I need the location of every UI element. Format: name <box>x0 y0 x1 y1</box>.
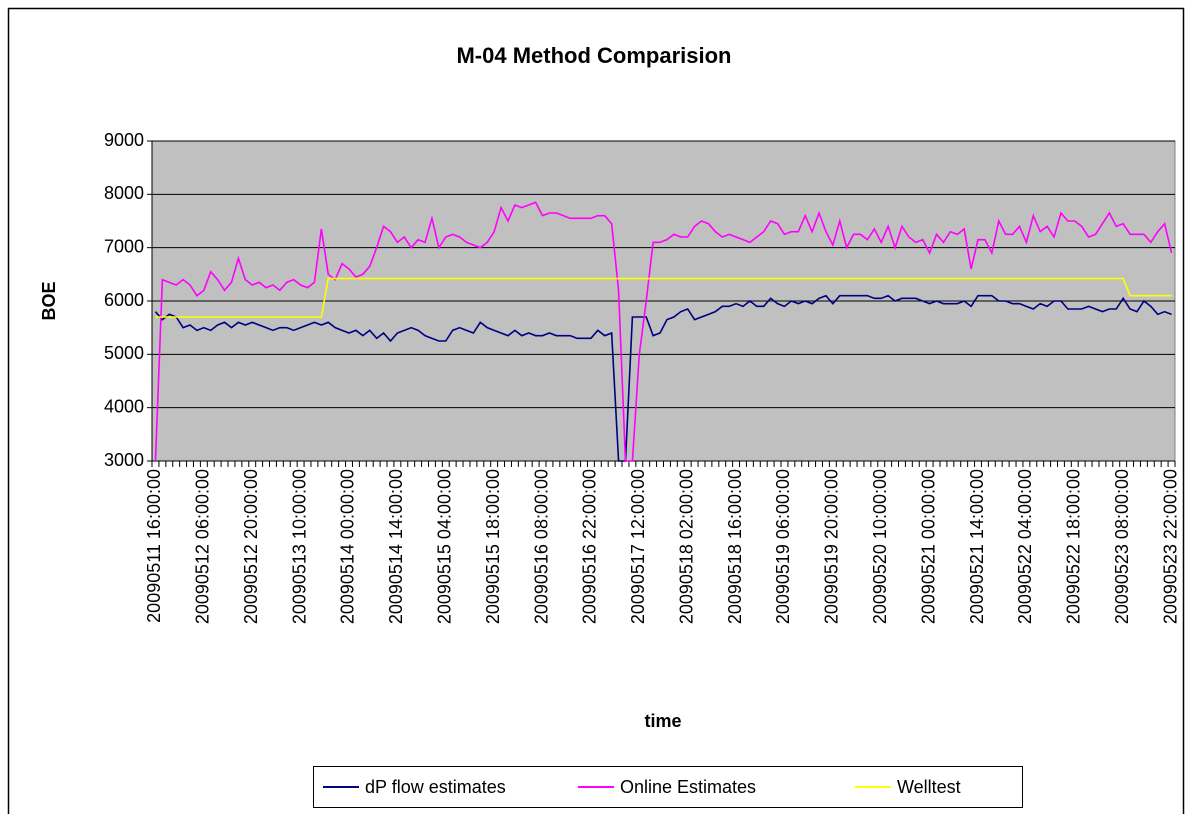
x-tick-label: 20090522 04:00:00 <box>1015 469 1035 624</box>
x-tick-label: 20090515 18:00:00 <box>483 469 503 624</box>
y-tick-label: 8000 <box>104 183 144 203</box>
x-tick-label: 20090521 14:00:00 <box>967 469 987 624</box>
x-tick-label: 20090517 12:00:00 <box>628 469 648 624</box>
x-tick-label: 20090514 00:00:00 <box>338 469 358 624</box>
legend-label: Welltest <box>897 777 961 797</box>
series-line <box>154 201 1173 462</box>
x-tick-label: 20090515 04:00:00 <box>435 469 455 624</box>
x-tick-label: 20090513 10:00:00 <box>289 469 309 624</box>
y-tick-label: 5000 <box>104 343 144 363</box>
y-tick-label: 7000 <box>104 236 144 256</box>
y-axis-label: BOE <box>39 281 59 320</box>
legend-box <box>313 766 1023 808</box>
x-tick-label: 20090511 16:00:00 <box>144 469 164 623</box>
legend-label: dP flow estimates <box>365 777 506 797</box>
x-tick-label: 20090523 08:00:00 <box>1112 469 1132 624</box>
x-tick-label: 20090522 18:00:00 <box>1064 469 1084 624</box>
series-line <box>155 277 1172 318</box>
x-tick-label: 20090512 06:00:00 <box>193 469 213 624</box>
x-tick-label: 20090519 06:00:00 <box>773 469 793 624</box>
x-axis-label: time <box>644 711 681 731</box>
x-tick-label: 20090514 14:00:00 <box>386 469 406 624</box>
x-tick-label: 20090521 00:00:00 <box>918 469 938 624</box>
x-tick-label: 20090523 22:00:00 <box>1160 469 1180 624</box>
series-line <box>154 294 1172 462</box>
chart-title: M-04 Method Comparision <box>456 43 731 68</box>
x-tick-label: 20090520 10:00:00 <box>870 469 890 624</box>
y-tick-label: 4000 <box>104 396 144 416</box>
x-tick-label: 20090516 22:00:00 <box>580 469 600 624</box>
x-tick-label: 20090512 20:00:00 <box>241 469 261 624</box>
y-tick-label: 9000 <box>104 130 144 150</box>
y-tick-label: 3000 <box>104 450 144 470</box>
x-tick-label: 20090516 08:00:00 <box>531 469 551 624</box>
x-tick-label: 20090518 02:00:00 <box>676 469 696 624</box>
y-tick-label: 6000 <box>104 290 144 310</box>
x-tick-label: 20090519 20:00:00 <box>822 469 842 624</box>
x-tick-label: 20090518 16:00:00 <box>725 469 745 624</box>
legend-label: Online Estimates <box>620 777 756 797</box>
